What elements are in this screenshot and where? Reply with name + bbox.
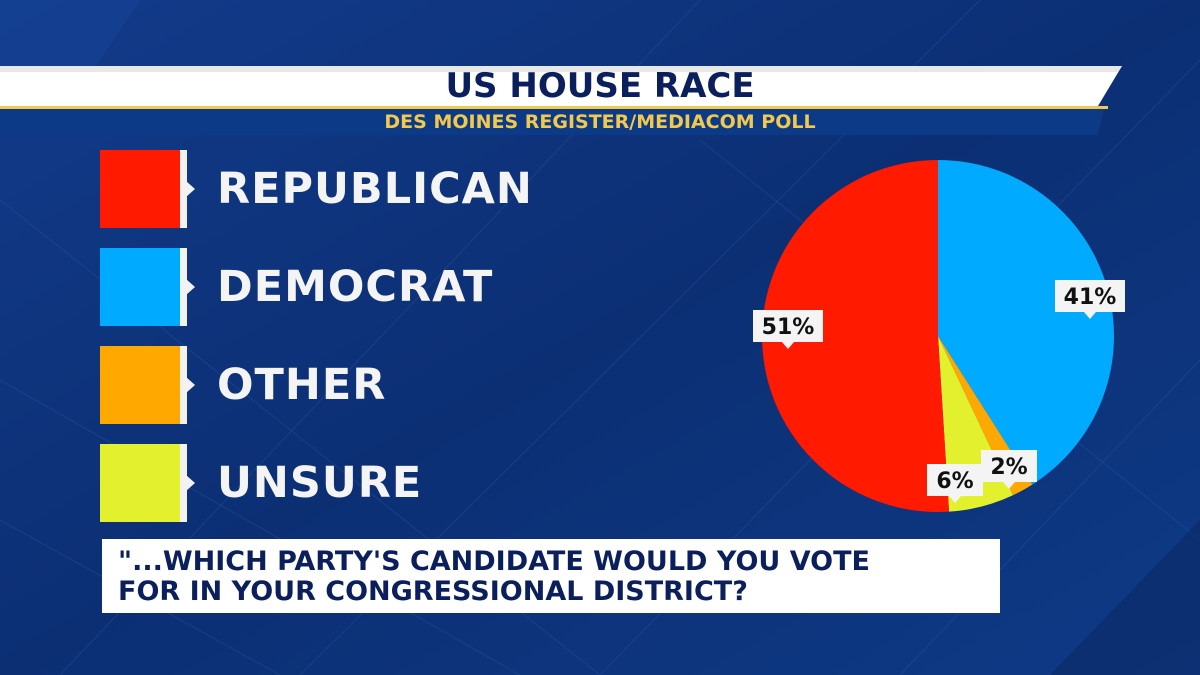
svg-text:41%: 41%	[1064, 285, 1117, 310]
title-banner	[0, 66, 1122, 135]
legend-label-other: OTHER	[217, 360, 387, 410]
legend-swatch-republican	[100, 150, 180, 228]
chevron-right-icon	[186, 475, 195, 491]
data-label-democrat: 41%	[1055, 280, 1125, 319]
pie-slice-democrat	[938, 160, 1115, 485]
chart-title: US HOUSE RACE	[445, 66, 755, 106]
legend-swatch-democrat	[100, 248, 180, 326]
svg-text:6%: 6%	[936, 469, 973, 494]
data-label-unsure: 6%	[927, 464, 983, 503]
legend-item-democrat: DEMOCRAT	[100, 248, 600, 328]
chevron-right-icon	[186, 377, 195, 393]
legend-swatch-other	[100, 346, 180, 424]
legend-item-unsure: UNSURE	[100, 444, 600, 524]
legend-swatch-edge	[180, 150, 187, 228]
chevron-right-icon	[186, 181, 195, 197]
data-label-republican: 51%	[753, 310, 823, 349]
data-label-other: 2%	[981, 450, 1037, 489]
legend-label-republican: REPUBLICAN	[217, 164, 533, 214]
legend-swatch-edge	[180, 248, 187, 326]
legend-item-other: OTHER	[100, 346, 600, 426]
pie-slice-republican	[762, 160, 950, 512]
legend-swatch-edge	[180, 444, 187, 522]
svg-text:51%: 51%	[762, 315, 815, 340]
legend-label-democrat: DEMOCRAT	[217, 262, 494, 312]
legend-label-unsure: UNSURE	[217, 458, 423, 508]
legend-swatch-edge	[180, 346, 187, 424]
legend-swatch-unsure	[100, 444, 180, 522]
question-box: "...WHICH PARTY'S CANDIDATE WOULD YOU VO…	[102, 539, 1000, 613]
chart-subtitle: DES MOINES REGISTER/MEDIACOM POLL	[384, 111, 816, 133]
chevron-right-icon	[186, 279, 195, 295]
legend-item-republican: REPUBLICAN	[100, 150, 600, 230]
poll-question: "...WHICH PARTY'S CANDIDATE WOULD YOU VO…	[118, 546, 870, 607]
svg-text:2%: 2%	[990, 455, 1027, 480]
